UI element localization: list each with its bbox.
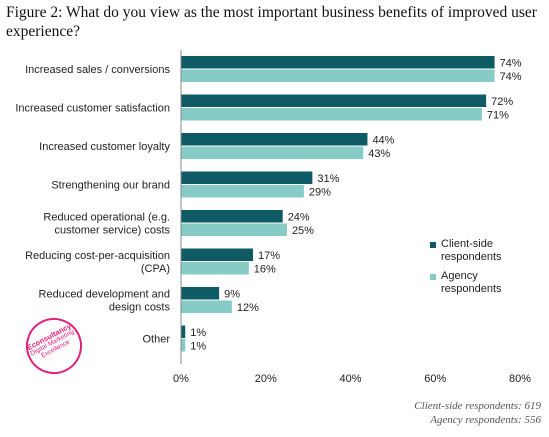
legend: Client-side respondents Agency responden… <box>430 238 540 302</box>
value-label: 71% <box>487 110 509 122</box>
bar-client <box>181 94 487 107</box>
value-label: 25% <box>292 225 314 237</box>
value-label: 17% <box>258 250 280 262</box>
legend-swatch-client <box>430 242 436 248</box>
value-label: 16% <box>254 264 276 276</box>
category-label: Strengthening our brand <box>51 180 170 192</box>
legend-item-client: Client-side respondents <box>430 238 540 264</box>
footnote-client: Client-side respondents: 619 <box>414 400 541 412</box>
x-tick-label: 60% <box>424 373 446 385</box>
bar-client <box>181 210 283 223</box>
category-label: customer service) costs <box>54 225 170 237</box>
value-label: 9% <box>224 289 240 301</box>
x-tick-label: 20% <box>255 373 277 385</box>
category-label: Other <box>142 334 170 346</box>
category-label: Increased sales / conversions <box>25 64 170 76</box>
footnote-agency: Agency respondents: 556 <box>430 414 541 426</box>
value-label: 12% <box>237 302 259 314</box>
bar-agency <box>181 223 287 236</box>
bar-agency <box>181 146 364 159</box>
category-label: Increased customer loyalty <box>39 141 170 153</box>
value-label: 74% <box>500 71 522 83</box>
chart-title: Figure 2: What do you view as the most i… <box>6 4 537 40</box>
legend-swatch-agency <box>430 274 436 280</box>
bar-client <box>181 133 368 146</box>
x-tick-label: 40% <box>339 373 361 385</box>
bar-agency <box>181 262 249 275</box>
value-label: 1% <box>190 327 206 339</box>
category-label: Reducing cost-per-acquisition <box>25 250 170 262</box>
bar-client <box>181 287 220 300</box>
value-label: 29% <box>309 187 331 199</box>
bar-agency <box>181 69 495 82</box>
value-label: 31% <box>317 173 339 185</box>
category-label: Reduced operational (e.g. <box>43 212 170 224</box>
bar-client <box>181 248 254 261</box>
category-label: (CPA) <box>141 263 170 275</box>
category-label: Reduced development and <box>39 289 170 301</box>
legend-label-client: Client-side respondents <box>441 238 502 263</box>
legend-label-agency: Agency respondents <box>441 270 502 295</box>
bar-client <box>181 325 186 338</box>
bar-agency <box>181 185 304 198</box>
legend-item-agency: Agency respondents <box>430 270 540 296</box>
category-label: design costs <box>109 302 171 314</box>
bar-agency <box>181 108 482 121</box>
x-tick-label: 0% <box>173 373 189 385</box>
bar-agency <box>181 339 186 352</box>
category-label: Increased customer satisfaction <box>15 103 170 115</box>
value-label: 74% <box>500 58 522 70</box>
x-tick-label: 80% <box>509 373 531 385</box>
bar-agency <box>181 300 232 313</box>
value-label: 43% <box>368 148 390 160</box>
value-label: 44% <box>372 135 394 147</box>
bar-client <box>181 56 495 69</box>
value-label: 72% <box>491 96 513 108</box>
footnotes: Client-side respondents: 619 Agency resp… <box>414 399 541 427</box>
value-label: 24% <box>288 212 310 224</box>
bar-client <box>181 171 313 184</box>
value-label: 1% <box>190 341 206 353</box>
